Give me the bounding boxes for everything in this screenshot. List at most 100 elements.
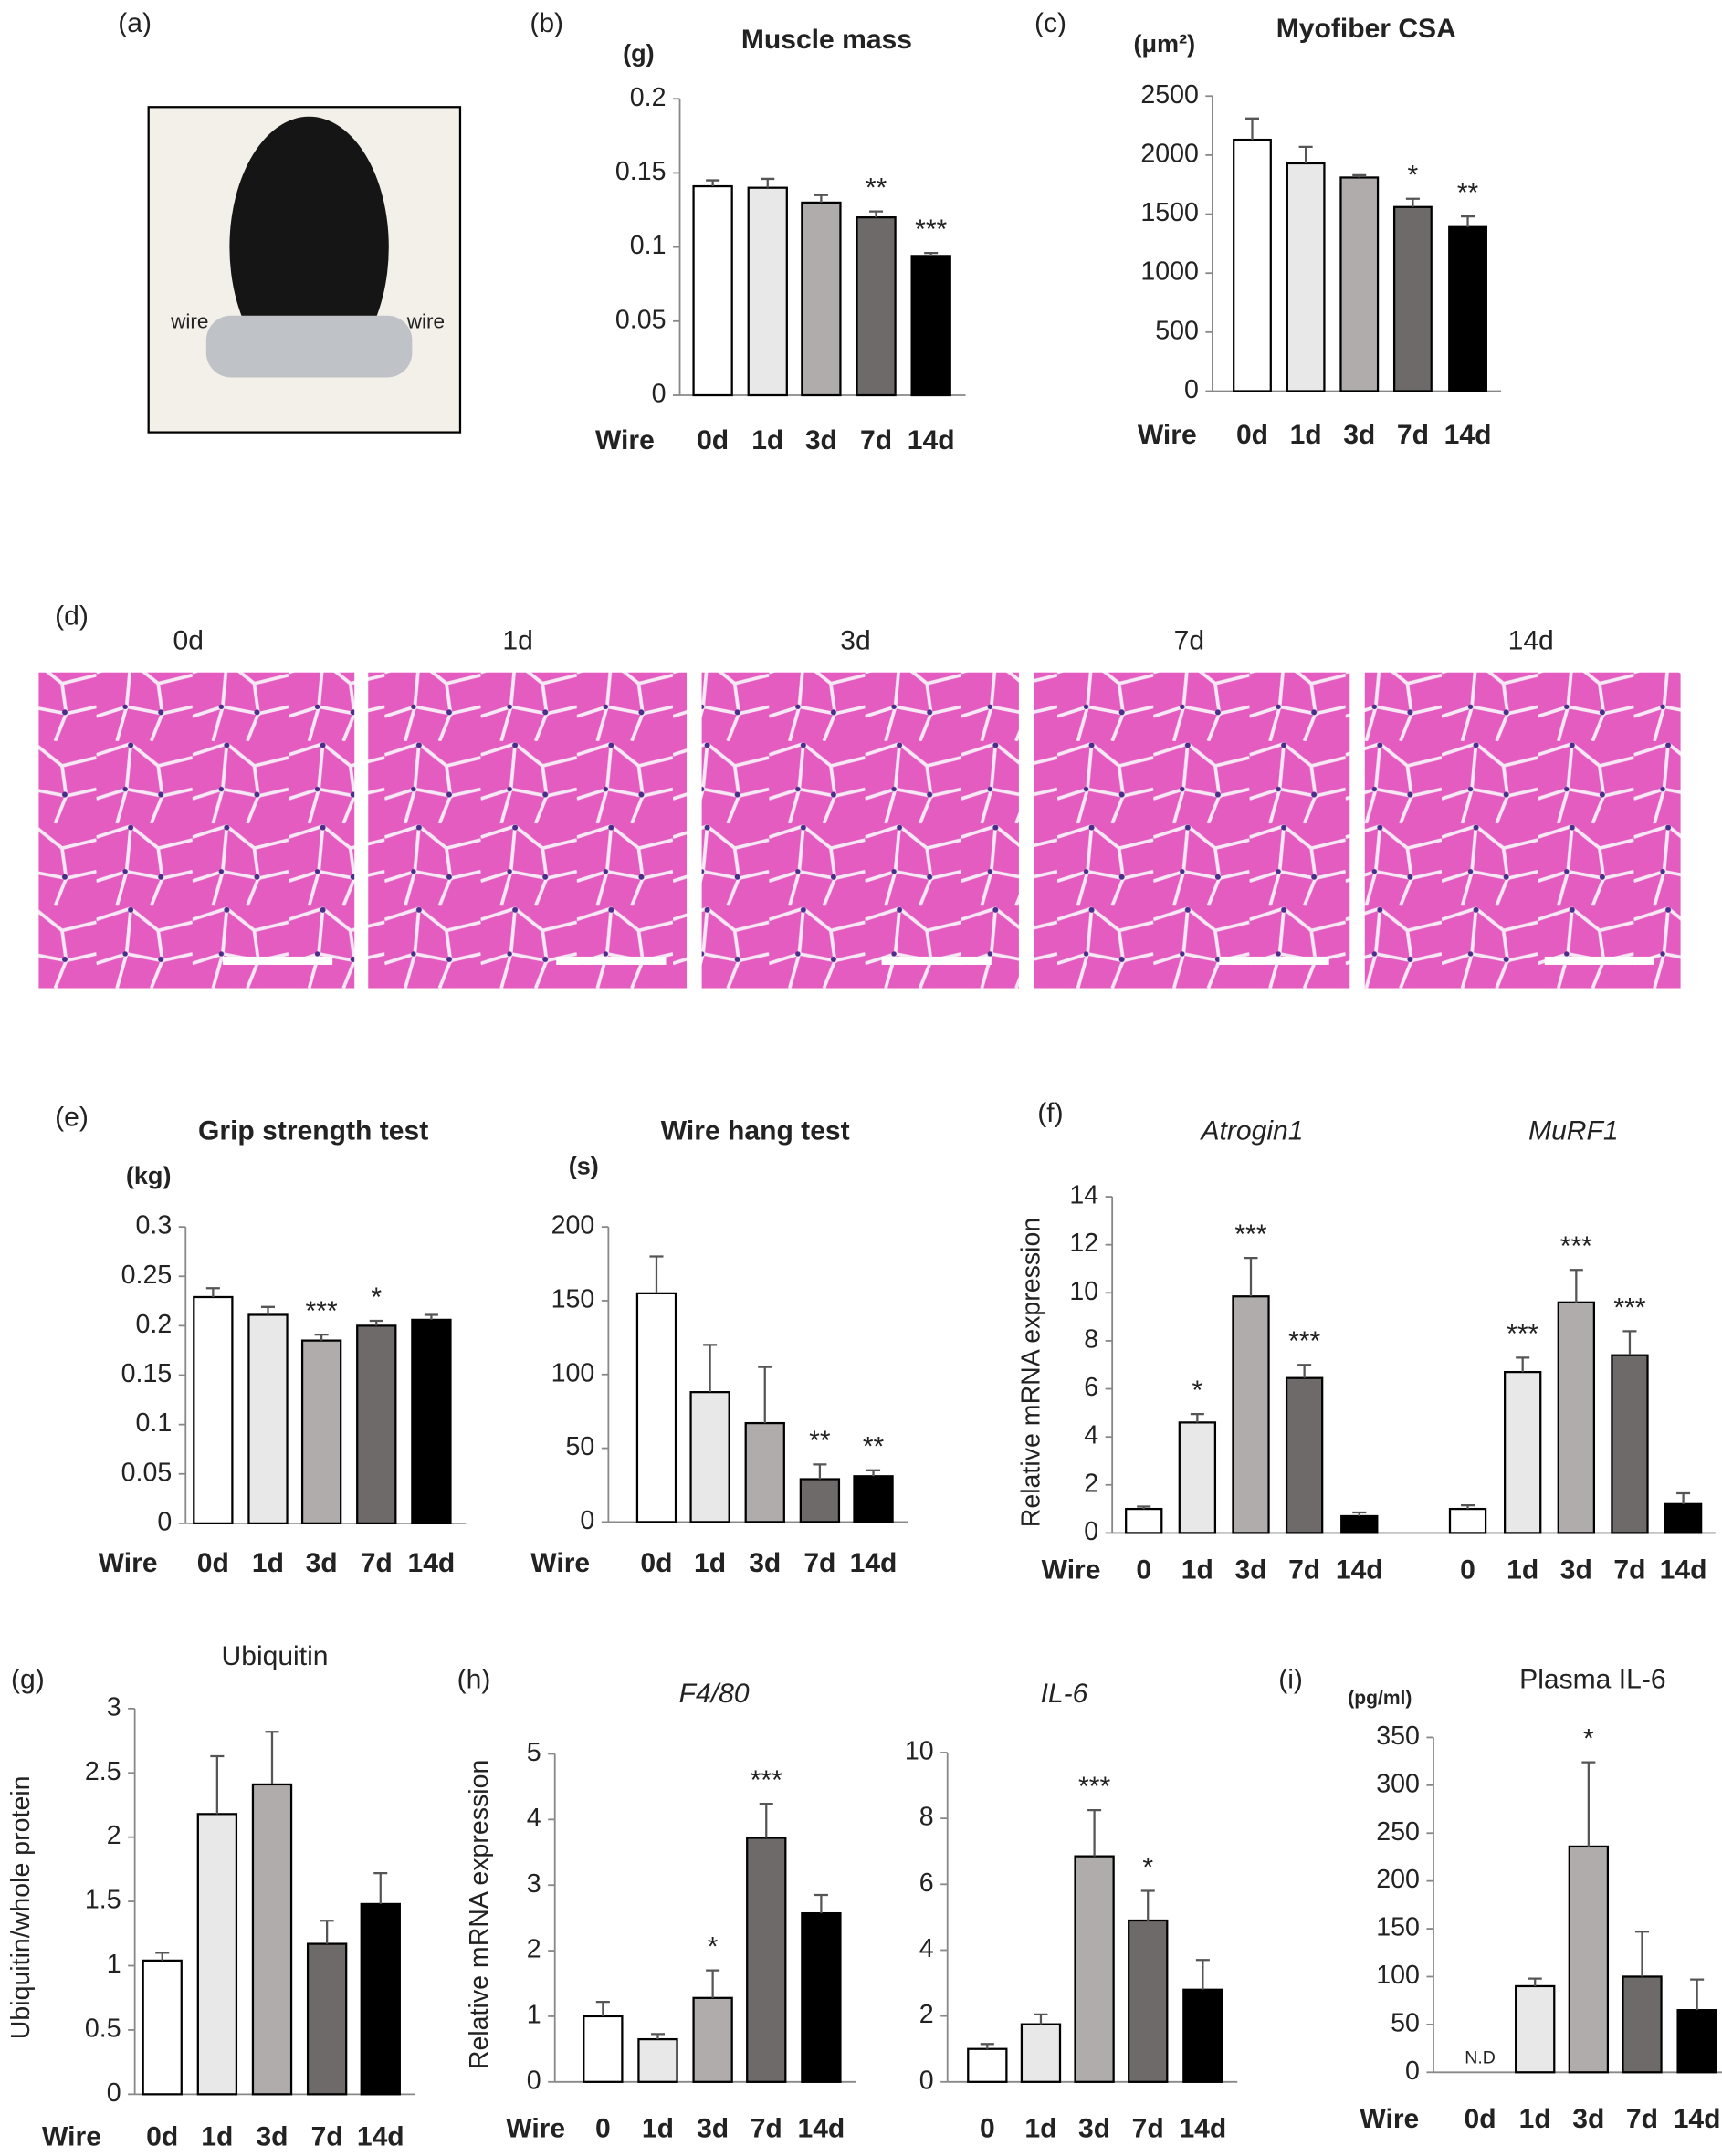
- bar: [910, 255, 951, 397]
- y-tick-label: 1.5: [85, 1886, 121, 1915]
- y-tick-label: 1: [527, 2000, 541, 2029]
- y-tick-label: 2.5: [85, 1757, 121, 1786]
- error-bar: [260, 1305, 276, 1315]
- x-axis-label: Wire: [530, 1548, 590, 1578]
- chart-title: IL-6: [1041, 1679, 1088, 1709]
- bar: [1339, 176, 1380, 392]
- x-tick-label: 0: [1136, 1554, 1151, 1585]
- error-bar: [1461, 215, 1475, 227]
- x-tick-label: 0: [595, 2113, 611, 2143]
- x-tick-label: 14d: [908, 425, 955, 455]
- chart-title: Grip strength test: [198, 1115, 428, 1146]
- error-bar: [210, 1754, 225, 1815]
- bar: [411, 1318, 452, 1525]
- panel-label: (b): [530, 8, 563, 38]
- x-tick-label: 3d: [1078, 2113, 1110, 2143]
- y-tick-label: 0.5: [85, 2014, 121, 2043]
- y-tick-label: 500: [1155, 316, 1199, 345]
- error-bar: [1352, 1511, 1367, 1516]
- error-bar: [1516, 1356, 1530, 1373]
- histology-image: [1034, 672, 1350, 989]
- panel-label: (i): [1278, 1665, 1303, 1695]
- y-axis-label: Ubiquitin/whole protein: [6, 1775, 36, 2039]
- image-title: 1d: [502, 626, 532, 656]
- y-tick-label: 0: [919, 2066, 934, 2095]
- error-bar: [649, 1255, 664, 1293]
- bar: [1557, 1301, 1595, 1534]
- bar: [853, 1475, 894, 1523]
- error-bar: [595, 2000, 610, 2016]
- x-tick-label: 14d: [850, 1548, 898, 1578]
- x-tick-label: 1d: [1181, 1554, 1213, 1585]
- error-bar: [1297, 1364, 1312, 1378]
- bar: [1448, 1507, 1487, 1534]
- error-bar: [424, 1313, 438, 1320]
- x-axis-label: Wire: [1042, 1554, 1101, 1585]
- y-tick-label: 8: [1084, 1324, 1098, 1354]
- panel-a: (a) wire wire: [118, 8, 462, 434]
- bar: [1504, 1370, 1542, 1534]
- y-tick-label: 50: [1391, 2008, 1420, 2037]
- significance: ***: [1234, 1219, 1266, 1250]
- error-bar: [869, 210, 884, 218]
- x-tick-label: 3d: [749, 1548, 781, 1578]
- error-bar: [1676, 1491, 1691, 1504]
- y-tick-label: 350: [1376, 1722, 1420, 1751]
- y-tick-label: 10: [1069, 1277, 1098, 1306]
- x-tick-label: 14d: [1336, 1554, 1383, 1585]
- chart-title: Muscle mass: [741, 25, 912, 55]
- error-bar: [1622, 1330, 1637, 1355]
- x-tick-label: 0d: [1236, 420, 1268, 450]
- y-tick-label: 2: [527, 1935, 541, 1964]
- bar: [1182, 1988, 1223, 2083]
- significance: ***: [915, 215, 947, 245]
- significance: **: [863, 1432, 885, 1462]
- significance: **: [1457, 178, 1479, 208]
- error-bar: [155, 1952, 170, 1961]
- x-tick-label: 1d: [751, 425, 783, 455]
- x-tick-label: 14d: [1674, 2104, 1721, 2134]
- panel-label: (e): [55, 1102, 89, 1132]
- y-tick-label: 0: [1084, 1517, 1098, 1546]
- bar: [1233, 138, 1272, 392]
- scale-bar: [222, 956, 333, 965]
- bar: [1392, 205, 1433, 392]
- y-tick-label: 0.2: [136, 1310, 173, 1339]
- error-bar: [761, 177, 775, 188]
- bar: [193, 1295, 234, 1525]
- panel-label: (f): [1037, 1098, 1063, 1128]
- x-tick-label: 1d: [642, 2113, 674, 2143]
- error-bar: [1137, 1505, 1151, 1510]
- bar: [967, 2047, 1008, 2083]
- significance: *: [1142, 1852, 1153, 1882]
- error-bar: [759, 1802, 773, 1838]
- error-bar: [650, 2033, 665, 2040]
- error-bar: [703, 1344, 718, 1393]
- y-tick-label: 300: [1376, 1769, 1420, 1798]
- bar: [247, 1313, 289, 1525]
- x-tick-label: 7d: [751, 2113, 782, 2143]
- bar: [1568, 1845, 1610, 2074]
- y-tick-label: 2: [1084, 1469, 1098, 1498]
- x-axis-label: Wire: [595, 425, 655, 455]
- unit-label: (kg): [126, 1162, 172, 1189]
- bar: [689, 1391, 730, 1523]
- unit-label: (s): [569, 1153, 599, 1180]
- bar: [1664, 1502, 1703, 1534]
- x-axis-label: Wire: [506, 2113, 565, 2143]
- bar: [356, 1324, 397, 1525]
- wire-label: wire: [406, 309, 445, 332]
- y-tick-label: 0.1: [136, 1408, 173, 1438]
- bar: [744, 1421, 785, 1523]
- x-axis-label: Wire: [1138, 420, 1197, 450]
- x-tick-label: 1d: [252, 1548, 284, 1578]
- y-tick-label: 0.05: [615, 305, 667, 334]
- y-tick-label: 200: [1376, 1865, 1420, 1894]
- bar: [1285, 1376, 1324, 1534]
- y-tick-label: 0: [527, 2066, 541, 2095]
- x-axis-label: Wire: [1360, 2104, 1419, 2134]
- x-axis-label: Wire: [99, 1548, 158, 1578]
- y-tick-label: 10: [905, 1737, 934, 1766]
- x-tick-label: 0d: [146, 2121, 178, 2151]
- bar: [142, 1959, 183, 2096]
